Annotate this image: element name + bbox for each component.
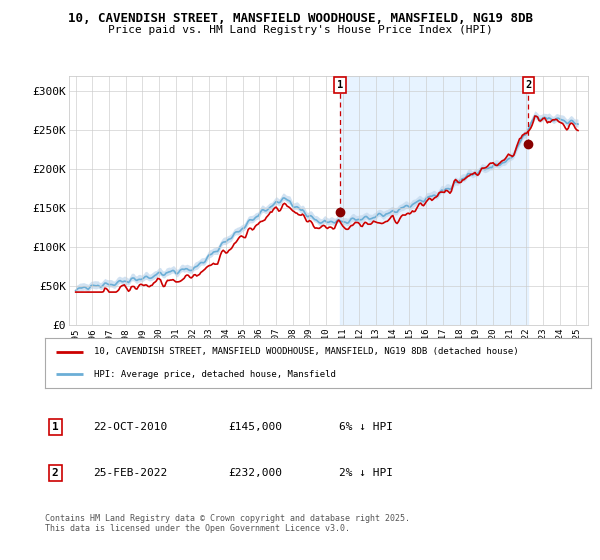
- Text: 2% ↓ HPI: 2% ↓ HPI: [339, 468, 393, 478]
- Text: Price paid vs. HM Land Registry's House Price Index (HPI): Price paid vs. HM Land Registry's House …: [107, 25, 493, 35]
- Text: £232,000: £232,000: [228, 468, 282, 478]
- Text: 10, CAVENDISH STREET, MANSFIELD WOODHOUSE, MANSFIELD, NG19 8DB (detached house): 10, CAVENDISH STREET, MANSFIELD WOODHOUS…: [94, 347, 519, 356]
- Text: 2: 2: [52, 468, 59, 478]
- Text: 10, CAVENDISH STREET, MANSFIELD WOODHOUSE, MANSFIELD, NG19 8DB: 10, CAVENDISH STREET, MANSFIELD WOODHOUS…: [67, 12, 533, 25]
- Text: 6% ↓ HPI: 6% ↓ HPI: [339, 422, 393, 432]
- Text: 1: 1: [337, 80, 343, 90]
- Text: 2: 2: [525, 80, 532, 90]
- Text: 22-OCT-2010: 22-OCT-2010: [93, 422, 167, 432]
- Text: 25-FEB-2022: 25-FEB-2022: [93, 468, 167, 478]
- Text: Contains HM Land Registry data © Crown copyright and database right 2025.
This d: Contains HM Land Registry data © Crown c…: [45, 514, 410, 533]
- Bar: [340, 76, 528, 325]
- Text: 1: 1: [52, 422, 59, 432]
- Text: HPI: Average price, detached house, Mansfield: HPI: Average price, detached house, Mans…: [94, 370, 336, 379]
- Text: £145,000: £145,000: [228, 422, 282, 432]
